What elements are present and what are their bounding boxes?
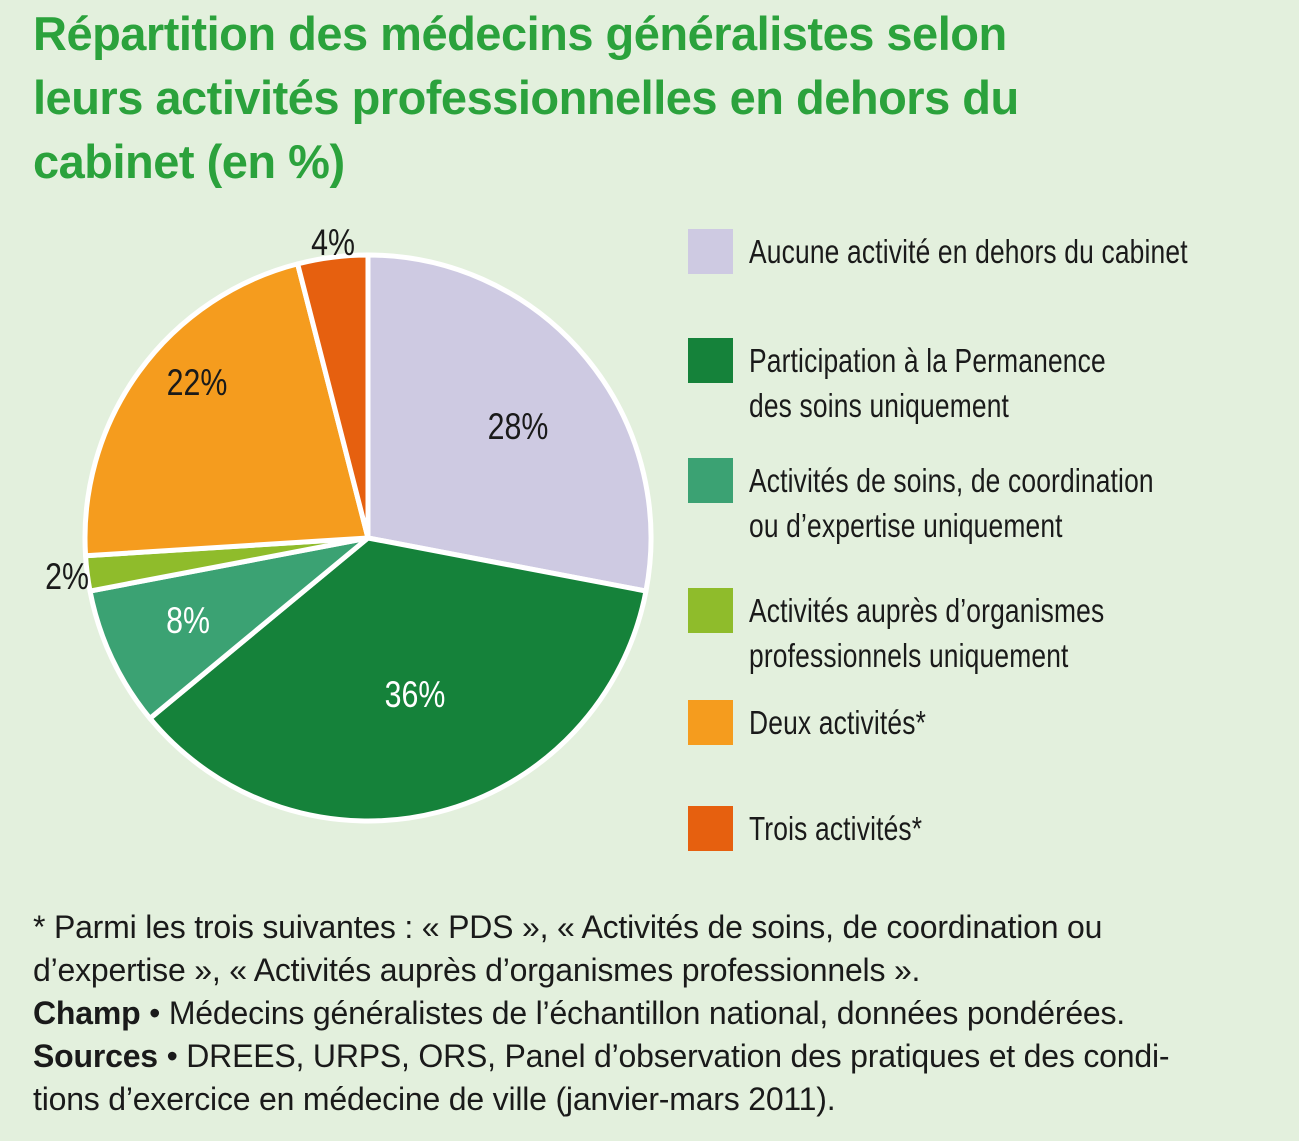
footnote-asterisk: * Parmi les trois suivantes : « PDS », «… xyxy=(33,909,1103,988)
pie-slice-5 xyxy=(82,261,371,559)
champ-label: Champ xyxy=(33,995,141,1031)
legend-label-4: Activités auprès d’organismes profession… xyxy=(749,592,1105,674)
legend-label-1: Aucune activité en dehors du cabinet xyxy=(749,233,1188,270)
footnote-champ: Champ • Médecins généralistes de l’échan… xyxy=(33,992,1291,1035)
legend-item-4: Activités auprès d’organismes profession… xyxy=(688,588,1193,678)
legend-label-3: Activités de soins, de coordination ou d… xyxy=(749,462,1154,544)
champ-text: • Médecins généralistes de l’échantillon… xyxy=(140,995,1126,1031)
pie-slice-3 xyxy=(87,535,371,721)
legend-label-6: Trois activités* xyxy=(749,810,923,847)
pie-slice-6 xyxy=(295,252,371,541)
legend-item-6: Trois activités* xyxy=(688,806,966,851)
legend-item-3: Activités de soins, de coordination ou d… xyxy=(688,458,1255,548)
legend-item-5: Deux activités* xyxy=(688,700,970,745)
legend-label-2: Participation à la Permanence des soins … xyxy=(749,342,1106,424)
legend-item-1: Aucune activité en dehors du cabinet xyxy=(688,229,1297,274)
sources-label: Sources xyxy=(33,1038,158,1074)
pie-slice-1 xyxy=(365,252,654,594)
footnotes: * Parmi les trois suivantes : « PDS », «… xyxy=(33,906,1291,1121)
footnote-sources: Sources • DREES, URPS, ORS, Panel d’obse… xyxy=(33,1035,1291,1121)
pie-slice-2 xyxy=(147,535,649,824)
pie-chart xyxy=(82,252,654,824)
legend-label-5: Deux activités* xyxy=(749,704,927,741)
sources-text: • DREES, URPS, ORS, Panel d’observation … xyxy=(33,1038,1170,1117)
legend-item-2: Participation à la Permanence des soins … xyxy=(688,338,1195,428)
figure-title: Répartition des médecins généralistes se… xyxy=(33,7,1019,188)
